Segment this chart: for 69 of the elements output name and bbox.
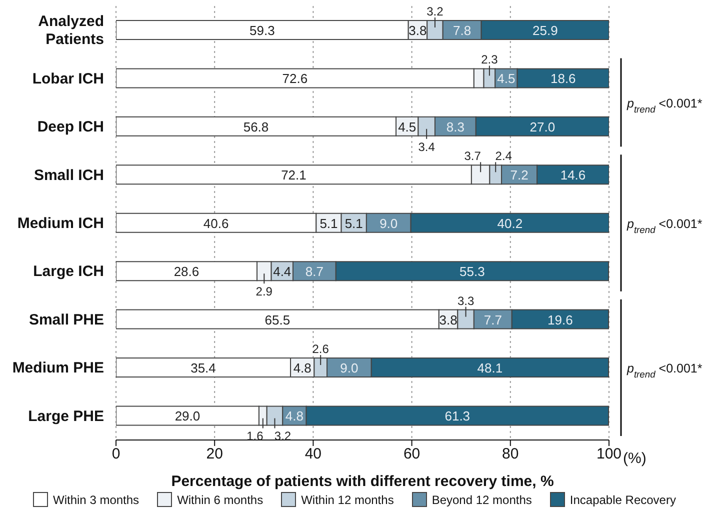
y-tick-label: Small PHE	[28, 311, 104, 328]
data-label: 8.7	[305, 264, 324, 280]
data-label: 2.4	[495, 149, 512, 164]
text: p$_{trend}$ <0.001*	[626, 362, 702, 380]
data-label: 1.6	[246, 429, 264, 444]
data-label: 2.6	[312, 342, 330, 356]
data-label: 61.3	[444, 408, 470, 424]
data-label: 14.6	[560, 168, 586, 183]
text: (%)	[623, 450, 646, 467]
data-label: 3.7	[464, 149, 482, 164]
text: p$_{trend}$ <0.001*	[626, 217, 702, 235]
data-label: 72.6	[282, 71, 308, 86]
data-label: 8.3	[446, 119, 464, 134]
data-label: 18.6	[550, 71, 576, 86]
data-label: 3.4	[418, 140, 436, 154]
text: p$_{trend}$ <0.001*	[626, 96, 702, 114]
y-tick-label: Medium ICH	[17, 215, 104, 232]
data-label: 5.1	[344, 216, 363, 231]
x-tick-label: 40	[304, 446, 322, 463]
data-label: 40.6	[203, 216, 229, 231]
y-tick-label: Large ICH	[33, 263, 104, 280]
data-label: 7.2	[510, 168, 528, 183]
data-label: 3.8	[408, 22, 427, 38]
y-tick-label: Analyzed Patients	[38, 13, 104, 48]
data-label: 4.8	[293, 360, 312, 376]
x-tick-label: 20	[206, 446, 223, 463]
x-tick-label: 0	[112, 446, 120, 463]
data-label: 28.6	[174, 264, 200, 280]
data-label: 27.0	[530, 119, 556, 134]
data-label: 55.3	[460, 264, 485, 280]
y-tick-label: Small ICH	[34, 166, 104, 184]
data-label: 9.0	[380, 216, 398, 231]
data-label: 48.1	[477, 360, 503, 376]
y-tick-label: Large PHE	[28, 408, 104, 425]
data-label: 7.8	[453, 22, 472, 38]
data-label: 9.0	[340, 360, 358, 376]
legend-label: Incapable Recovery	[570, 492, 676, 506]
x-tick-label: 60	[403, 446, 420, 463]
legend-label: Within 12 months	[301, 492, 394, 506]
data-label: 4.8	[285, 408, 304, 424]
data-label: 5.1	[320, 216, 338, 231]
data-label: 56.8	[243, 119, 269, 134]
x-tick-label: 80	[502, 446, 519, 463]
data-label: 29.0	[174, 408, 200, 424]
data-label: 2.9	[256, 284, 273, 299]
data-label: 40.2	[497, 216, 523, 231]
data-label: 7.7	[484, 312, 502, 328]
data-label: 25.9	[532, 22, 558, 38]
y-tick-label: Medium PHE	[12, 360, 104, 377]
data-label: 35.4	[190, 360, 216, 376]
data-label: 59.3	[250, 22, 275, 38]
legend-label: Within 3 months	[53, 492, 140, 506]
data-label: 19.6	[548, 312, 573, 328]
data-label: 2.3	[481, 52, 498, 67]
legend-label: Within 6 months	[177, 492, 264, 506]
data-label: 65.5	[264, 312, 290, 328]
legend-label: Beyond 12 months	[432, 492, 532, 506]
x-tick-label: 100	[596, 446, 622, 463]
data-label: 4.5	[497, 71, 516, 86]
data-label: 4.5	[398, 119, 416, 134]
data-label: 3.8	[439, 312, 458, 328]
data-label: 3.3	[457, 294, 474, 308]
data-label: 4.4	[273, 264, 292, 280]
data-label: 72.1	[281, 168, 306, 183]
data-label: 3.2	[426, 4, 444, 18]
y-tick-label: Deep ICH	[37, 118, 104, 136]
x-axis-title: Percentage of patients with different recovery time, %	[171, 473, 554, 490]
y-tick-label: Lobar ICH	[32, 70, 104, 88]
data-label: 3.2	[274, 429, 292, 444]
